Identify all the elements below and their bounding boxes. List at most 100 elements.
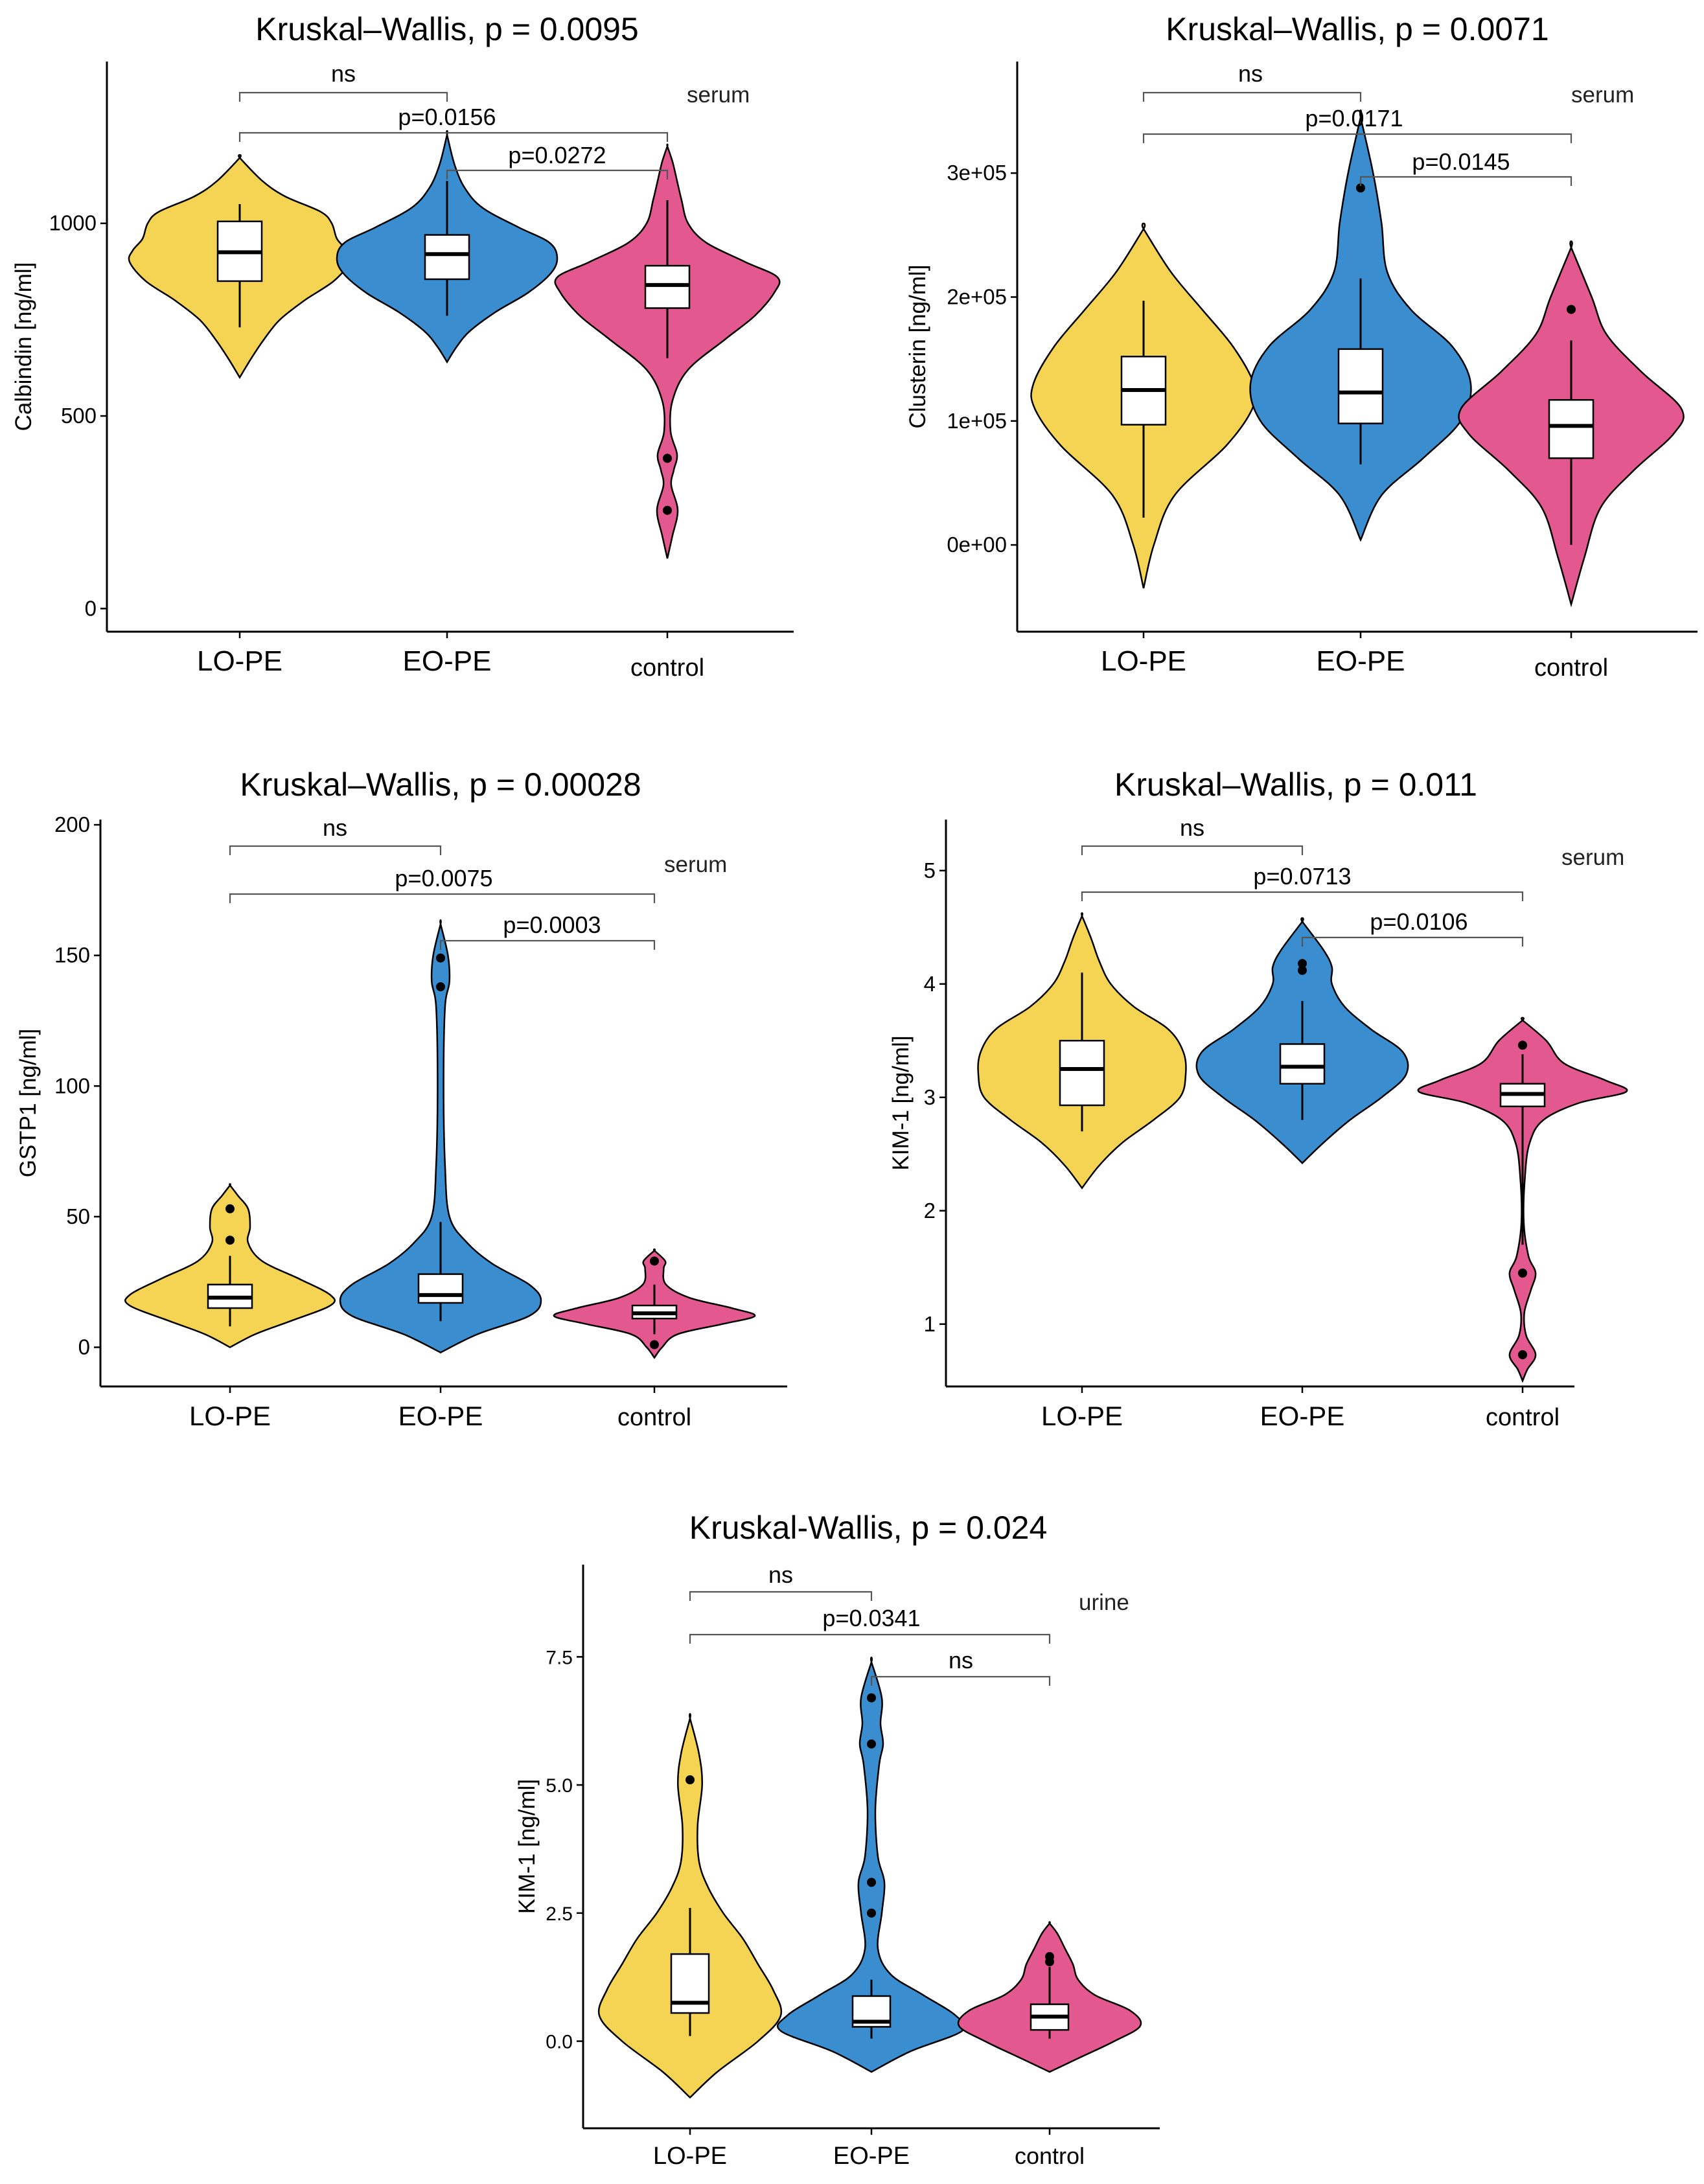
x-tick-label: EO-PE bbox=[833, 2143, 910, 2170]
comparison-label: ns bbox=[949, 1647, 973, 1673]
x-tick-label: control bbox=[1534, 654, 1608, 682]
comparison-bracket bbox=[689, 1591, 873, 1601]
y-tick-label: 0e+00 bbox=[947, 533, 1007, 557]
box bbox=[424, 234, 470, 281]
outlier-point bbox=[867, 1878, 876, 1887]
x-tick-label: control bbox=[630, 654, 704, 682]
y-tick-label: 0 bbox=[78, 1335, 90, 1359]
outlier-point bbox=[663, 505, 672, 515]
comparison-bracket bbox=[238, 132, 669, 142]
y-tick-label: 150 bbox=[54, 943, 90, 967]
sample-type-label: urine bbox=[1079, 1590, 1129, 1615]
y-axis-label: Clusterin [ng/ml] bbox=[905, 265, 930, 429]
y-tick-label: 50 bbox=[66, 1204, 90, 1228]
chart-title: Kruskal–Wallis, p = 0.00028 bbox=[240, 766, 641, 803]
y-tick-label: 1 bbox=[924, 1312, 936, 1336]
box bbox=[417, 1273, 464, 1304]
outlier-point bbox=[436, 953, 445, 963]
outlier-point bbox=[650, 1256, 659, 1266]
chart-title: Kruskal–Wallis, p = 0.0095 bbox=[255, 11, 639, 47]
comparison-label: p=0.0171 bbox=[1305, 105, 1403, 132]
comparison-bracket bbox=[870, 1675, 1051, 1686]
comparison-label: p=0.0003 bbox=[503, 912, 601, 938]
violin-lo-pe bbox=[597, 1713, 783, 2099]
outlier-point bbox=[1356, 183, 1365, 193]
outlier-point bbox=[867, 1693, 876, 1703]
outlier-point bbox=[436, 982, 445, 992]
outlier-point bbox=[685, 1775, 695, 1785]
y-tick-label: 2e+05 bbox=[947, 284, 1007, 308]
box bbox=[1548, 399, 1595, 459]
x-tick-label: LO-PE bbox=[653, 2143, 727, 2170]
y-tick-label: 5.0 bbox=[546, 1775, 573, 1797]
sample-type-label: serum bbox=[687, 82, 750, 108]
y-tick-label: 0 bbox=[85, 596, 97, 620]
x-tick-label: LO-PE bbox=[197, 645, 282, 677]
x-tick-label: EO-PE bbox=[398, 1401, 483, 1431]
outlier-point bbox=[1567, 305, 1576, 314]
x-tick-label: LO-PE bbox=[1041, 1401, 1123, 1431]
y-tick-label: 200 bbox=[54, 812, 90, 836]
y-tick-label: 0.0 bbox=[546, 2032, 573, 2053]
comparison-label: p=0.0075 bbox=[395, 865, 492, 891]
chart-panel: Kruskal–Wallis, p = 0.0095 Calbindin [ng/… bbox=[11, 11, 794, 682]
chart-title: Kruskal-Wallis, p = 0.024 bbox=[689, 1510, 1048, 1546]
chart-panel: Kruskal–Wallis, p = 0.011 KIM-1 [ng/ml] 1 2… bbox=[888, 766, 1628, 1431]
comparison-bracket bbox=[1142, 133, 1572, 143]
y-tick-label: 3e+05 bbox=[947, 161, 1007, 185]
comparison-bracket bbox=[1081, 845, 1304, 855]
outlier-point bbox=[1045, 1957, 1054, 1966]
outlier-point bbox=[1518, 1269, 1527, 1278]
outlier-point bbox=[1298, 959, 1307, 969]
comparison-bracket bbox=[1142, 91, 1362, 102]
y-tick-label: 2.5 bbox=[546, 1903, 573, 1925]
y-tick-label: 4 bbox=[924, 972, 936, 996]
chart-title: Kruskal–Wallis, p = 0.0071 bbox=[1166, 11, 1549, 47]
chart-panel: Kruskal-Wallis, p = 0.024 KIM-1 [ng/ml] 0.… bbox=[514, 1510, 1160, 2170]
violin-eo-pe bbox=[776, 1657, 967, 2073]
sample-type-label: serum bbox=[664, 852, 727, 877]
box bbox=[1059, 1040, 1105, 1107]
y-axis-label: Calbindin [ng/ml] bbox=[11, 262, 36, 431]
x-tick-label: EO-PE bbox=[1260, 1401, 1345, 1431]
comparison-label: ns bbox=[331, 60, 356, 87]
y-tick-label: 100 bbox=[54, 1074, 90, 1098]
comparison-label: ns bbox=[768, 1561, 793, 1588]
y-tick-label: 7.5 bbox=[546, 1647, 573, 1668]
outlier-point bbox=[1298, 965, 1307, 975]
comparison-bracket bbox=[1301, 936, 1524, 947]
box bbox=[1337, 348, 1384, 424]
y-tick-label: 2 bbox=[924, 1199, 936, 1223]
outlier-point bbox=[650, 1340, 659, 1350]
comparison-bracket bbox=[229, 845, 442, 855]
chart-panel: Kruskal–Wallis, p = 0.0071 Clusterin [ng/… bbox=[905, 11, 1698, 682]
x-tick-label: LO-PE bbox=[1101, 645, 1186, 677]
x-tick-label: LO-PE bbox=[189, 1401, 271, 1431]
y-tick-label: 500 bbox=[61, 404, 97, 428]
comparison-label: p=0.0341 bbox=[822, 1605, 920, 1631]
outlier-point bbox=[663, 454, 672, 463]
y-axis-label: KIM-1 [ng/ml] bbox=[514, 1779, 540, 1914]
y-tick-label: 1000 bbox=[49, 211, 97, 235]
comparison-label: p=0.0713 bbox=[1253, 863, 1351, 890]
comparison-label: ns bbox=[1238, 60, 1263, 87]
outlier-point bbox=[1518, 1350, 1527, 1359]
comparison-label: ns bbox=[1180, 814, 1204, 841]
comparison-bracket bbox=[1081, 891, 1524, 901]
comparison-bracket bbox=[689, 1633, 1051, 1644]
violin-eo-pe bbox=[339, 919, 542, 1353]
comparison-bracket bbox=[446, 169, 669, 179]
x-tick-label: control bbox=[1486, 1404, 1560, 1431]
outlier-point bbox=[225, 1236, 235, 1245]
y-tick-label: 1e+05 bbox=[947, 409, 1007, 433]
x-tick-label: control bbox=[1015, 2143, 1085, 2169]
sample-type-label: serum bbox=[1571, 82, 1634, 108]
outlier-point bbox=[1518, 1040, 1527, 1050]
comparison-label: ns bbox=[323, 814, 347, 841]
x-tick-label: control bbox=[617, 1404, 691, 1431]
outlier-point bbox=[867, 1739, 876, 1749]
comparison-label: p=0.0106 bbox=[1370, 908, 1468, 935]
chart-title: Kruskal–Wallis, p = 0.011 bbox=[1114, 766, 1477, 803]
comparison-bracket bbox=[238, 91, 448, 102]
